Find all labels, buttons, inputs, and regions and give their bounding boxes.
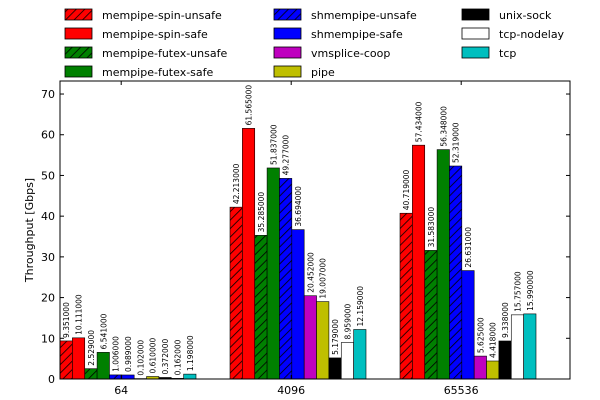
value-label: 12.159000 — [356, 286, 365, 327]
legend-swatch — [273, 46, 302, 59]
value-label: 57.434000 — [415, 101, 424, 142]
bar — [461, 270, 475, 380]
y-tick-label: 60 — [41, 129, 55, 142]
legend-label: shmempipe-unsafe — [311, 9, 417, 22]
value-label: 4.418000 — [489, 322, 498, 358]
bar — [109, 374, 123, 380]
value-label: 49.277000 — [282, 135, 291, 176]
legend-label: mempipe-spin-safe — [102, 28, 208, 41]
value-label: 15.757000 — [513, 271, 522, 312]
legend-label: unix-sock — [499, 9, 552, 22]
value-label: 8.959000 — [343, 304, 352, 340]
legend-label: pipe — [311, 66, 335, 79]
y-tick-label: 40 — [41, 210, 55, 223]
bar — [449, 165, 463, 380]
legend-swatch — [273, 27, 302, 40]
legend-label: mempipe-spin-unsafe — [102, 9, 222, 22]
legend-swatch — [64, 8, 93, 21]
value-label: 2.529000 — [87, 330, 96, 366]
value-label: 31.583000 — [427, 207, 436, 248]
value-label: 5.179000 — [331, 319, 340, 355]
bar — [279, 178, 293, 380]
legend-swatch — [64, 46, 93, 59]
legend-label: tcp-nodelay — [499, 28, 565, 41]
value-label: 0.989000 — [124, 336, 133, 372]
bar — [486, 360, 500, 380]
bar — [254, 235, 268, 380]
value-label: 1.006000 — [112, 336, 121, 372]
value-label: 56.348000 — [439, 106, 448, 147]
bar — [303, 295, 317, 380]
y-tick-label: 70 — [41, 88, 55, 101]
value-label: 42.213000 — [232, 163, 241, 204]
value-label: 6.541000 — [99, 313, 108, 349]
legend-swatch — [64, 65, 93, 78]
value-label: 0.610000 — [149, 338, 158, 374]
bar — [121, 374, 135, 380]
value-label: 9.351000 — [62, 302, 71, 338]
value-label: 26.631000 — [464, 227, 473, 268]
legend-label: mempipe-futex-safe — [102, 66, 214, 79]
x-tick-label: 65536 — [444, 384, 479, 397]
legend-label: shmempipe-safe — [311, 28, 403, 41]
bar — [316, 301, 330, 380]
value-label: 51.837000 — [269, 124, 278, 165]
bar — [424, 250, 438, 380]
y-tick-label: 0 — [48, 373, 55, 386]
bar — [498, 340, 512, 380]
legend-swatch — [461, 8, 490, 21]
value-label: 35.285000 — [257, 192, 266, 233]
value-label: 0.162000 — [173, 339, 182, 375]
value-label: 5.625000 — [476, 317, 485, 353]
bar — [59, 340, 73, 380]
value-label: 0.372000 — [161, 338, 170, 374]
value-label: 40.719000 — [402, 169, 411, 210]
value-label: 15.990000 — [526, 270, 535, 311]
y-tick-label: 10 — [41, 332, 55, 345]
legend-label: mempipe-futex-unsafe — [102, 47, 227, 60]
bar — [523, 313, 537, 380]
bar — [436, 149, 450, 380]
y-tick-label: 50 — [41, 169, 55, 182]
bar — [266, 167, 280, 380]
bar — [340, 342, 354, 380]
bar — [84, 368, 98, 380]
bar — [291, 229, 305, 380]
y-tick-label: 20 — [41, 292, 55, 305]
legend-label: tcp — [499, 47, 516, 60]
bar — [473, 355, 487, 380]
plot-frame — [59, 80, 571, 380]
legend-swatch — [273, 8, 302, 21]
legend-swatch — [273, 65, 302, 78]
legend-swatch — [461, 27, 490, 40]
bar — [412, 144, 426, 380]
value-label: 1.198000 — [186, 335, 195, 371]
value-label: 9.338000 — [501, 302, 510, 338]
value-label: 20.452000 — [306, 252, 315, 293]
bar — [183, 373, 197, 380]
value-label: 36.694000 — [294, 186, 303, 227]
value-label: 61.565000 — [245, 85, 254, 126]
legend-swatch — [64, 27, 93, 40]
bar — [229, 206, 243, 380]
value-label: 10.111000 — [75, 294, 84, 335]
legend-label: vmsplice-coop — [311, 47, 390, 60]
legend-swatch — [461, 46, 490, 59]
bar — [353, 329, 367, 380]
bar — [72, 337, 86, 380]
bar — [399, 212, 413, 380]
value-label: 0.102000 — [136, 340, 145, 376]
x-tick-label: 4096 — [277, 384, 305, 397]
y-axis-label: Throughput [Gbps] — [23, 178, 36, 283]
value-label: 52.319000 — [452, 122, 461, 163]
value-label: 19.007000 — [319, 258, 328, 299]
bar — [328, 357, 342, 380]
bar — [96, 352, 110, 380]
bar — [242, 128, 256, 380]
x-tick-label: 64 — [114, 384, 128, 397]
bar — [510, 314, 524, 380]
y-tick-label: 30 — [41, 251, 55, 264]
